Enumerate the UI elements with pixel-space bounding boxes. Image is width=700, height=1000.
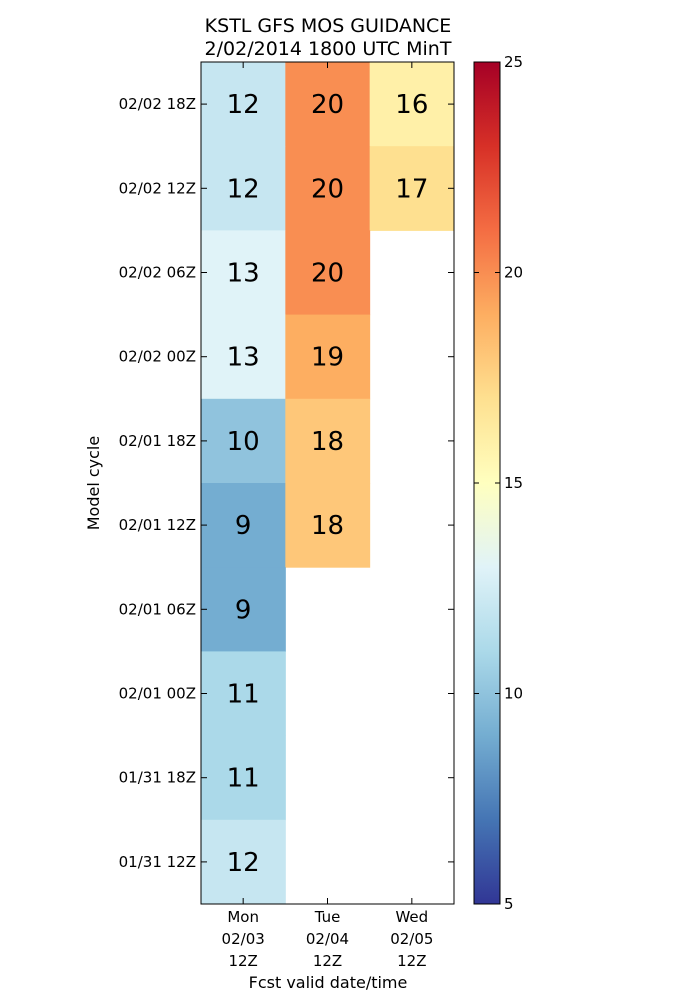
heatmap-cell-labels: 12 20 16 12 20 17 13 20 13 19 10 18 9 18 9 11 11 12 (227, 90, 429, 878)
y-tick-label: 02/01 00Z (119, 685, 196, 703)
x-tick-label: 02/04 (306, 930, 349, 948)
cell-value-label: 13 (227, 343, 260, 373)
heatmap-cell (369, 62, 455, 147)
x-tick-label: 12Z (397, 952, 426, 970)
x-tick-label: Wed (395, 908, 428, 926)
cell-value-label: 16 (395, 90, 428, 120)
chart-title-line-2: 2/02/2014 1800 UTC MinT (205, 38, 452, 60)
heatmap-cells (201, 62, 455, 905)
cell-value-label: 11 (227, 680, 260, 710)
y-tick-label: 02/02 06Z (119, 264, 196, 282)
y-tick-label: 02/02 12Z (119, 179, 196, 197)
colorbar-tick-label: 5 (504, 895, 514, 913)
heatmap-cell (201, 735, 286, 821)
chart-title-line-1: KSTL GFS MOS GUIDANCE (205, 15, 452, 37)
heatmap-cell (201, 62, 286, 147)
cell-value-label: 20 (311, 90, 344, 120)
cell-value-label: 18 (311, 511, 344, 541)
cell-value-label: 20 (311, 174, 344, 204)
colorbar-tick-label: 25 (504, 53, 523, 71)
cell-value-label: 9 (235, 511, 252, 541)
x-tick-label: 02/03 (222, 930, 265, 948)
cell-value-label: 12 (227, 174, 260, 204)
cell-value-label: 10 (227, 427, 260, 457)
colorbar-tick-label: 10 (504, 685, 523, 703)
heatmap-cell (369, 146, 455, 231)
cell-value-label: 9 (235, 595, 252, 625)
y-tick-label: 02/01 12Z (119, 516, 196, 534)
heatmap-cell (201, 230, 286, 316)
x-tick-label: 12Z (228, 952, 257, 970)
cell-value-label: 18 (311, 427, 344, 457)
y-axis-label: Model cycle (84, 436, 103, 530)
x-tick-label: 12Z (313, 952, 342, 970)
heatmap-cell (201, 567, 286, 652)
y-tick-label: 02/01 06Z (119, 600, 196, 618)
x-axis-label: Fcst valid date/time (249, 973, 408, 992)
y-tick-label: 01/31 12Z (119, 853, 196, 871)
y-tick-label: 02/01 18Z (119, 432, 196, 450)
cell-value-label: 17 (395, 174, 428, 204)
x-axis-ticks: Mon 02/03 12Z Tue 02/04 12Z Wed 02/05 12Z (222, 62, 433, 970)
y-tick-label: 02/02 00Z (119, 348, 196, 366)
colorbar-tick-label: 15 (504, 474, 523, 492)
y-axis-ticks: 02/02 18Z 02/02 12Z 02/02 06Z 02/02 00Z 02/0… (119, 95, 454, 871)
cell-value-label: 19 (311, 343, 344, 373)
cell-value-label: 20 (311, 259, 344, 289)
heatmap-cell (285, 146, 371, 231)
x-tick-label: Tue (314, 908, 341, 926)
cell-value-label: 13 (227, 259, 260, 289)
x-tick-label: Mon (227, 908, 259, 926)
heatmap-cell (285, 230, 371, 316)
heatmap-cell (201, 819, 286, 905)
heatmap-cell (285, 62, 371, 147)
heatmap-cell (285, 483, 371, 568)
x-tick-label: 02/05 (390, 930, 433, 948)
heatmap-cell (201, 483, 286, 568)
cell-value-label: 12 (227, 90, 260, 120)
heatmap-cell (201, 146, 286, 231)
cell-value-label: 11 (227, 764, 260, 794)
heatmap-cell (201, 651, 286, 737)
colorbar-ticks: 5 10 15 20 25 (474, 53, 523, 913)
y-tick-label: 01/31 18Z (119, 769, 196, 787)
colorbar-tick-label: 20 (504, 264, 523, 282)
heatmap-cell (201, 314, 286, 400)
heatmap-cell (201, 398, 286, 484)
heatmap-cell (285, 398, 371, 484)
cell-value-label: 12 (227, 848, 260, 878)
heatmap-cell (285, 314, 371, 400)
y-tick-label: 02/02 18Z (119, 95, 196, 113)
